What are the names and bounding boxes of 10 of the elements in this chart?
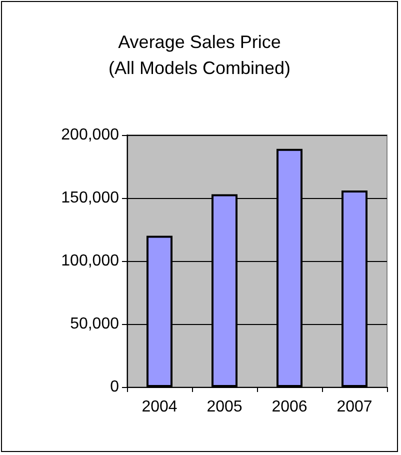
y-tick-label: 0 xyxy=(110,378,120,396)
x-tick-label: 2007 xyxy=(336,398,372,416)
y-tick-label: 150,000 xyxy=(61,190,120,206)
y-tick-label: 200,000 xyxy=(61,126,120,144)
y-tick-label: 50,000 xyxy=(70,316,120,332)
x-tick-label: 2006 xyxy=(272,398,308,416)
chart-title: Average Sales Price (All Models Combined) xyxy=(108,32,291,78)
x-tick-label: 2004 xyxy=(142,398,178,416)
x-tick-label: 2005 xyxy=(206,398,242,416)
y-tick-label: 100,000 xyxy=(61,252,120,270)
